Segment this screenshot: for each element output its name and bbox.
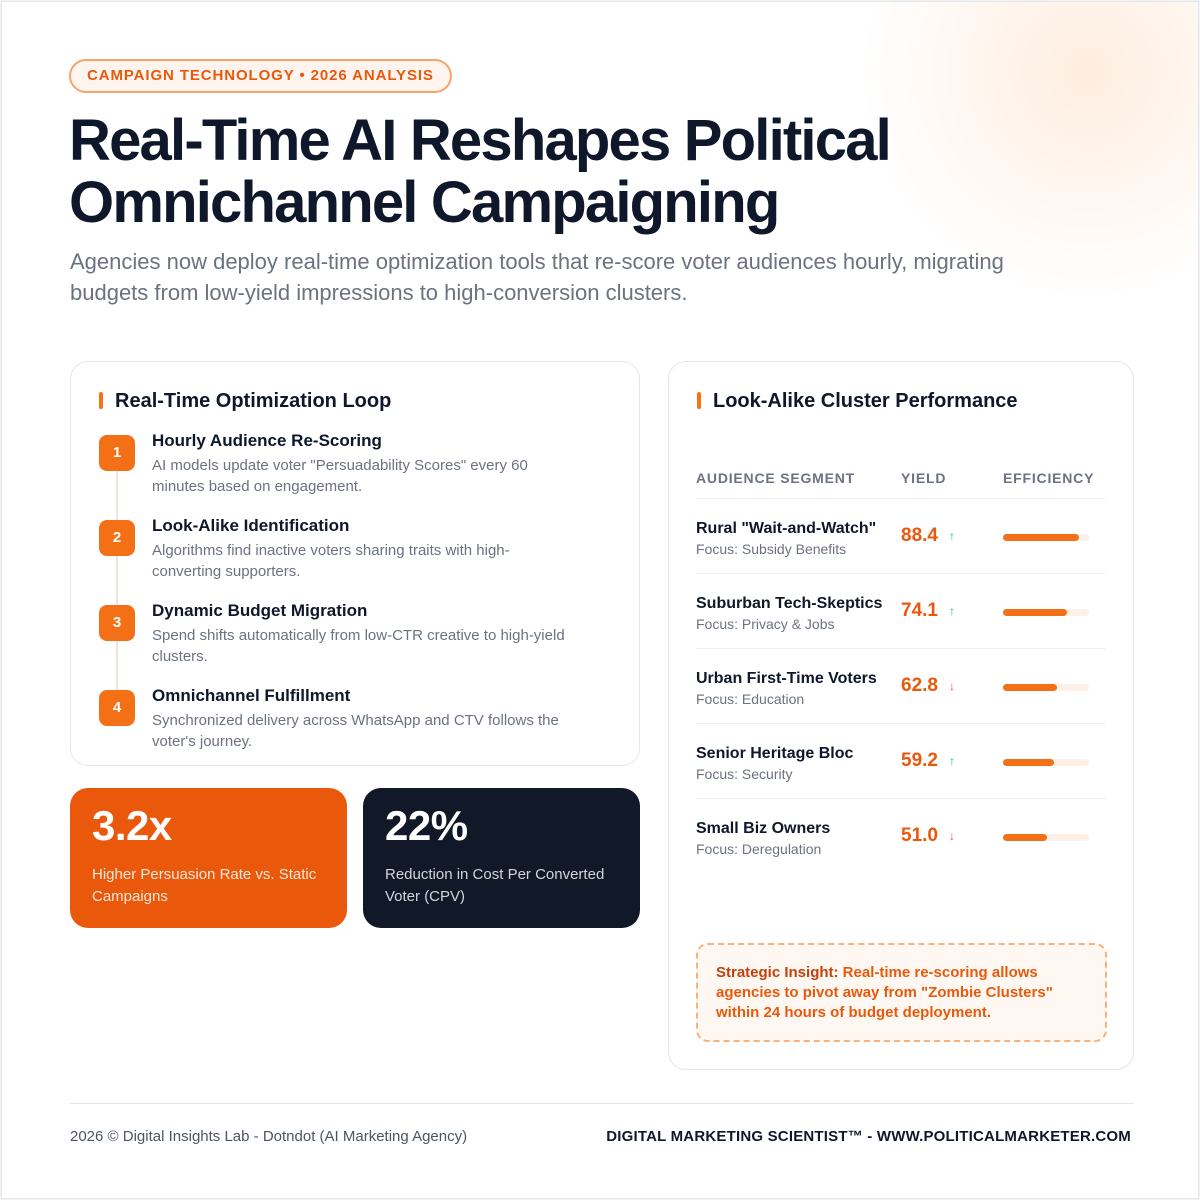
footer-brand: DIGITAL MARKETING SCIENTIST™ - WWW.POLIT… — [606, 1128, 1131, 1145]
insight-text: Real-time re-scoring allows agencies to … — [716, 964, 1053, 1021]
trend-down-icon: ↓ — [949, 679, 955, 693]
stat-label: Higher Persuasion Rate vs. Static Campai… — [92, 866, 317, 905]
column-header-segment: AUDIENCE SEGMENT — [696, 470, 856, 486]
segment-name: Urban First-Time Voters — [696, 670, 877, 687]
strategic-insight-box: Strategic Insight: Real-time re-scoring … — [696, 943, 1107, 1042]
step-description: Synchronized delivery across WhatsApp an… — [152, 712, 559, 750]
segment-focus: Focus: Deregulation — [696, 841, 822, 857]
footer-divider — [70, 1103, 1134, 1104]
trend-up-icon: ↑ — [949, 754, 955, 768]
efficiency-bar-fill — [1003, 759, 1054, 766]
segment-name: Suburban Tech-Skeptics — [696, 595, 883, 612]
column-header-efficiency: EFFICIENCY — [1003, 470, 1095, 486]
step-number-badge: 1 — [99, 435, 135, 471]
loop-card-title: Real-Time Optimization Loop — [99, 390, 391, 413]
yield-value: 74.1 — [901, 600, 938, 621]
step-title: Dynamic Budget Migration — [152, 601, 368, 620]
footer-copyright: 2026 © Digital Insights Lab - Dotndot (A… — [70, 1128, 468, 1145]
column-header-yield: YIELD — [901, 470, 947, 486]
step-title: Omnichannel Fulfillment — [152, 686, 351, 705]
step-title: Hourly Audience Re-Scoring — [152, 431, 382, 450]
page-title: Real-Time AI Reshapes Political Omnichan… — [69, 110, 1069, 234]
efficiency-bar-fill — [1003, 834, 1047, 841]
optimization-loop-card: Real-Time Optimization Loop 1 Hourly Aud… — [70, 361, 640, 766]
yield-value: 59.2 — [901, 750, 938, 771]
table-row: Small Biz Owners Focus: Deregulation 51.0 ↓ — [696, 798, 1106, 873]
table-row: Suburban Tech-Skeptics Focus: Privacy & J… — [696, 573, 1106, 648]
trend-up-icon: ↑ — [949, 529, 955, 543]
title-line-1: Real-Time AI Reshapes Political — [69, 108, 892, 173]
efficiency-bar-fill — [1003, 609, 1067, 616]
step-description: AI models update voter "Persuadability S… — [152, 457, 528, 495]
efficiency-bar-track — [1003, 834, 1089, 841]
efficiency-bar-track — [1003, 684, 1089, 691]
efficiency-bar-track — [1003, 534, 1089, 541]
insight-label: Strategic Insight: — [716, 964, 839, 981]
trend-down-icon: ↓ — [949, 829, 955, 843]
segment-focus: Focus: Privacy & Jobs — [696, 616, 835, 632]
efficiency-bar-fill — [1003, 684, 1057, 691]
category-tag: CAMPAIGN TECHNOLOGY • 2026 ANALYSIS — [69, 59, 452, 93]
step-description: Spend shifts automatically from low-CTR … — [152, 627, 565, 665]
trend-up-icon: ↑ — [949, 604, 955, 618]
step-number-badge: 2 — [99, 520, 135, 556]
stat-value: 3.2x — [92, 802, 172, 849]
performance-card-title: Look-Alike Cluster Performance — [697, 390, 1018, 413]
efficiency-bar-track — [1003, 609, 1089, 616]
segment-focus: Focus: Security — [696, 766, 793, 782]
table-row: Urban First-Time Voters Focus: Education 6… — [696, 648, 1106, 723]
title-line-2: Omnichannel Campaigning — [69, 170, 780, 235]
step-description: Algorithms find inactive voters sharing … — [152, 542, 510, 580]
step-number-badge: 3 — [99, 605, 135, 641]
stat-label: Reduction in Cost Per Converted Voter (C… — [385, 866, 605, 905]
efficiency-bar-fill — [1003, 534, 1080, 541]
timeline-line — [116, 446, 118, 706]
step-number-badge: 4 — [99, 690, 135, 726]
yield-value: 88.4 — [901, 525, 938, 546]
yield-value: 51.0 — [901, 825, 938, 846]
step-title: Look-Alike Identification — [152, 516, 350, 535]
segment-name: Small Biz Owners — [696, 820, 831, 837]
segment-name: Senior Heritage Bloc — [696, 745, 854, 762]
stat-value: 22% — [385, 802, 468, 849]
stat-card-persuasion: 3.2x Higher Persuasion Rate vs. Static C… — [70, 788, 347, 928]
segment-focus: Focus: Education — [696, 691, 805, 707]
table-row: Senior Heritage Bloc Focus: Security 59.2 ↑ — [696, 723, 1106, 798]
yield-value: 62.8 — [901, 675, 938, 696]
stat-card-cpv: 22% Reduction in Cost Per Converted Vote… — [363, 788, 640, 928]
page-subtitle: Agencies now deploy real-time optimizati… — [70, 249, 1004, 305]
table-row: Rural "Wait-and-Watch" Focus: Subsidy Ben… — [696, 498, 1106, 573]
efficiency-bar-track — [1003, 759, 1089, 766]
cluster-performance-card: Look-Alike Cluster Performance AUDIENCE … — [668, 361, 1134, 1070]
segment-focus: Focus: Subsidy Benefits — [696, 541, 847, 557]
segment-name: Rural "Wait-and-Watch" — [696, 520, 877, 537]
